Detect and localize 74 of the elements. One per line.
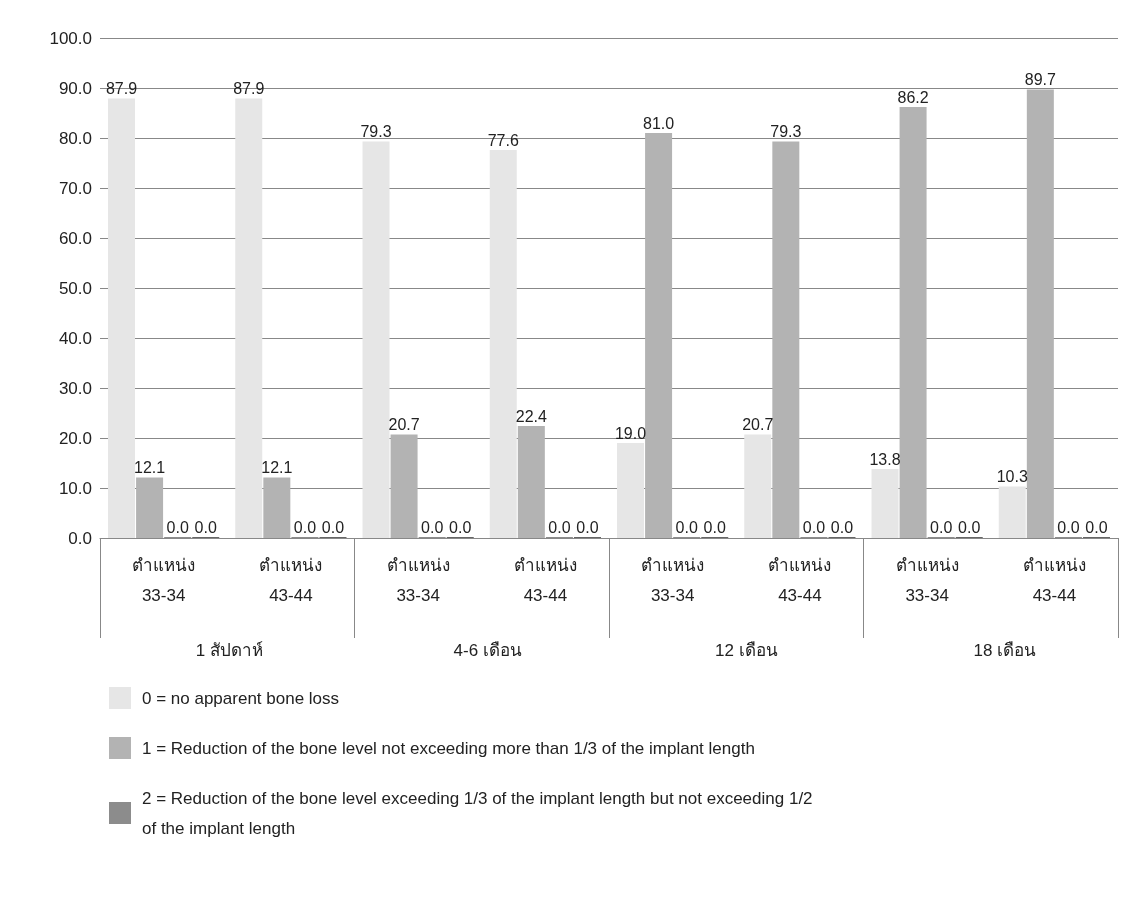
data-label: 0.0	[703, 518, 726, 536]
y-tick-label: 50.0	[58, 278, 92, 298]
text: 18 เดือน	[973, 641, 1037, 660]
data-label: 0.0	[802, 518, 826, 536]
data-label: 79.3	[770, 123, 802, 140]
data-label: 89.7	[1024, 71, 1057, 88]
bar	[362, 141, 390, 538]
bar	[899, 107, 927, 538]
data-label: 0.0	[166, 518, 189, 536]
y-tick-label: 100.0	[49, 28, 92, 48]
data-label: 0.0	[548, 518, 571, 536]
data-label: 22.4	[515, 407, 548, 425]
x-tick-label: ตำแหน่ง 33-34	[132, 555, 196, 605]
bar	[489, 150, 517, 538]
data-label: 19.0	[614, 424, 647, 442]
legend-label: 0 = no apparent bone loss	[142, 688, 340, 708]
y-tick-label: 80.0	[58, 128, 92, 148]
data-label: 0.0	[421, 518, 444, 536]
bar	[645, 133, 673, 538]
y-tick-label: 40.0	[58, 328, 92, 348]
bar	[517, 426, 545, 538]
data-label: 0.0	[958, 518, 981, 536]
bar	[998, 486, 1026, 538]
bar	[136, 477, 164, 538]
data-label: 0.0	[321, 518, 345, 536]
y-tick-label: 70.0	[58, 178, 92, 198]
data-label: 0.0	[675, 518, 698, 536]
x-tick-label: ตำแหน่ง 33-34	[641, 555, 705, 605]
data-label: 0.0	[930, 518, 953, 536]
bar	[772, 141, 800, 538]
data-label: 81.0	[643, 114, 675, 132]
bar	[108, 98, 136, 538]
y-tick-label: 10.0	[58, 478, 92, 498]
data-label: 12.1	[134, 459, 166, 476]
data-label: 10.3	[996, 468, 1028, 485]
x-tick-label: ตำแหน่ง 43-44	[259, 555, 323, 605]
data-label: 0.0	[1085, 518, 1108, 536]
legend-label: 1 = Reduction of the bone level not exceeding more than 1/3 of the implant length	[142, 738, 755, 758]
bar	[871, 469, 899, 538]
bar	[617, 443, 645, 538]
text: 4-6 เดือน	[453, 641, 522, 660]
x-tick-label: ตำแหน่ง 43-44	[768, 555, 832, 605]
x-tick-label: ตำแหน่ง 33-34	[895, 555, 959, 605]
x-tick-label: ตำแหน่ง 43-44	[513, 555, 577, 605]
data-label: 77.6	[487, 131, 519, 149]
y-tick-label: 20.0	[58, 428, 92, 448]
x-tick-label: ตำแหน่ง 43-44	[1022, 555, 1086, 605]
bar	[1026, 89, 1054, 538]
data-label: 13.8	[869, 450, 901, 468]
y-tick-label: 90.0	[58, 78, 92, 98]
text: 1 สัปดาห์	[195, 641, 263, 660]
y-tick-label: 30.0	[58, 378, 92, 398]
data-label: 0.0	[293, 518, 317, 536]
bar	[263, 477, 291, 538]
y-tick-label: 60.0	[58, 228, 92, 248]
data-label: 12.1	[261, 459, 293, 476]
data-label: 0.0	[449, 518, 472, 536]
bar	[235, 98, 263, 538]
data-label: 20.7	[742, 416, 774, 433]
data-label: 0.0	[576, 518, 599, 536]
bar	[390, 434, 418, 538]
data-label: 0.0	[194, 518, 217, 536]
data-label: 0.0	[1057, 518, 1080, 536]
data-label: 87.9	[233, 80, 265, 97]
legend-label: 2 = Reduction of the bone level exceeding 1/3 of the implant length but not exceeding 1/2 of the implant length	[142, 788, 818, 838]
data-label: 87.9	[105, 80, 138, 97]
bar	[744, 434, 772, 538]
data-label: 86.2	[897, 88, 929, 106]
data-label: 20.7	[388, 416, 420, 433]
text: 12 เดือน	[714, 641, 778, 660]
data-label: 79.3	[360, 123, 392, 140]
data-label: 0.0	[830, 518, 854, 536]
y-tick-label: 0.0	[68, 528, 92, 548]
x-tick-label: ตำแหน่ง 33-34	[386, 555, 450, 605]
